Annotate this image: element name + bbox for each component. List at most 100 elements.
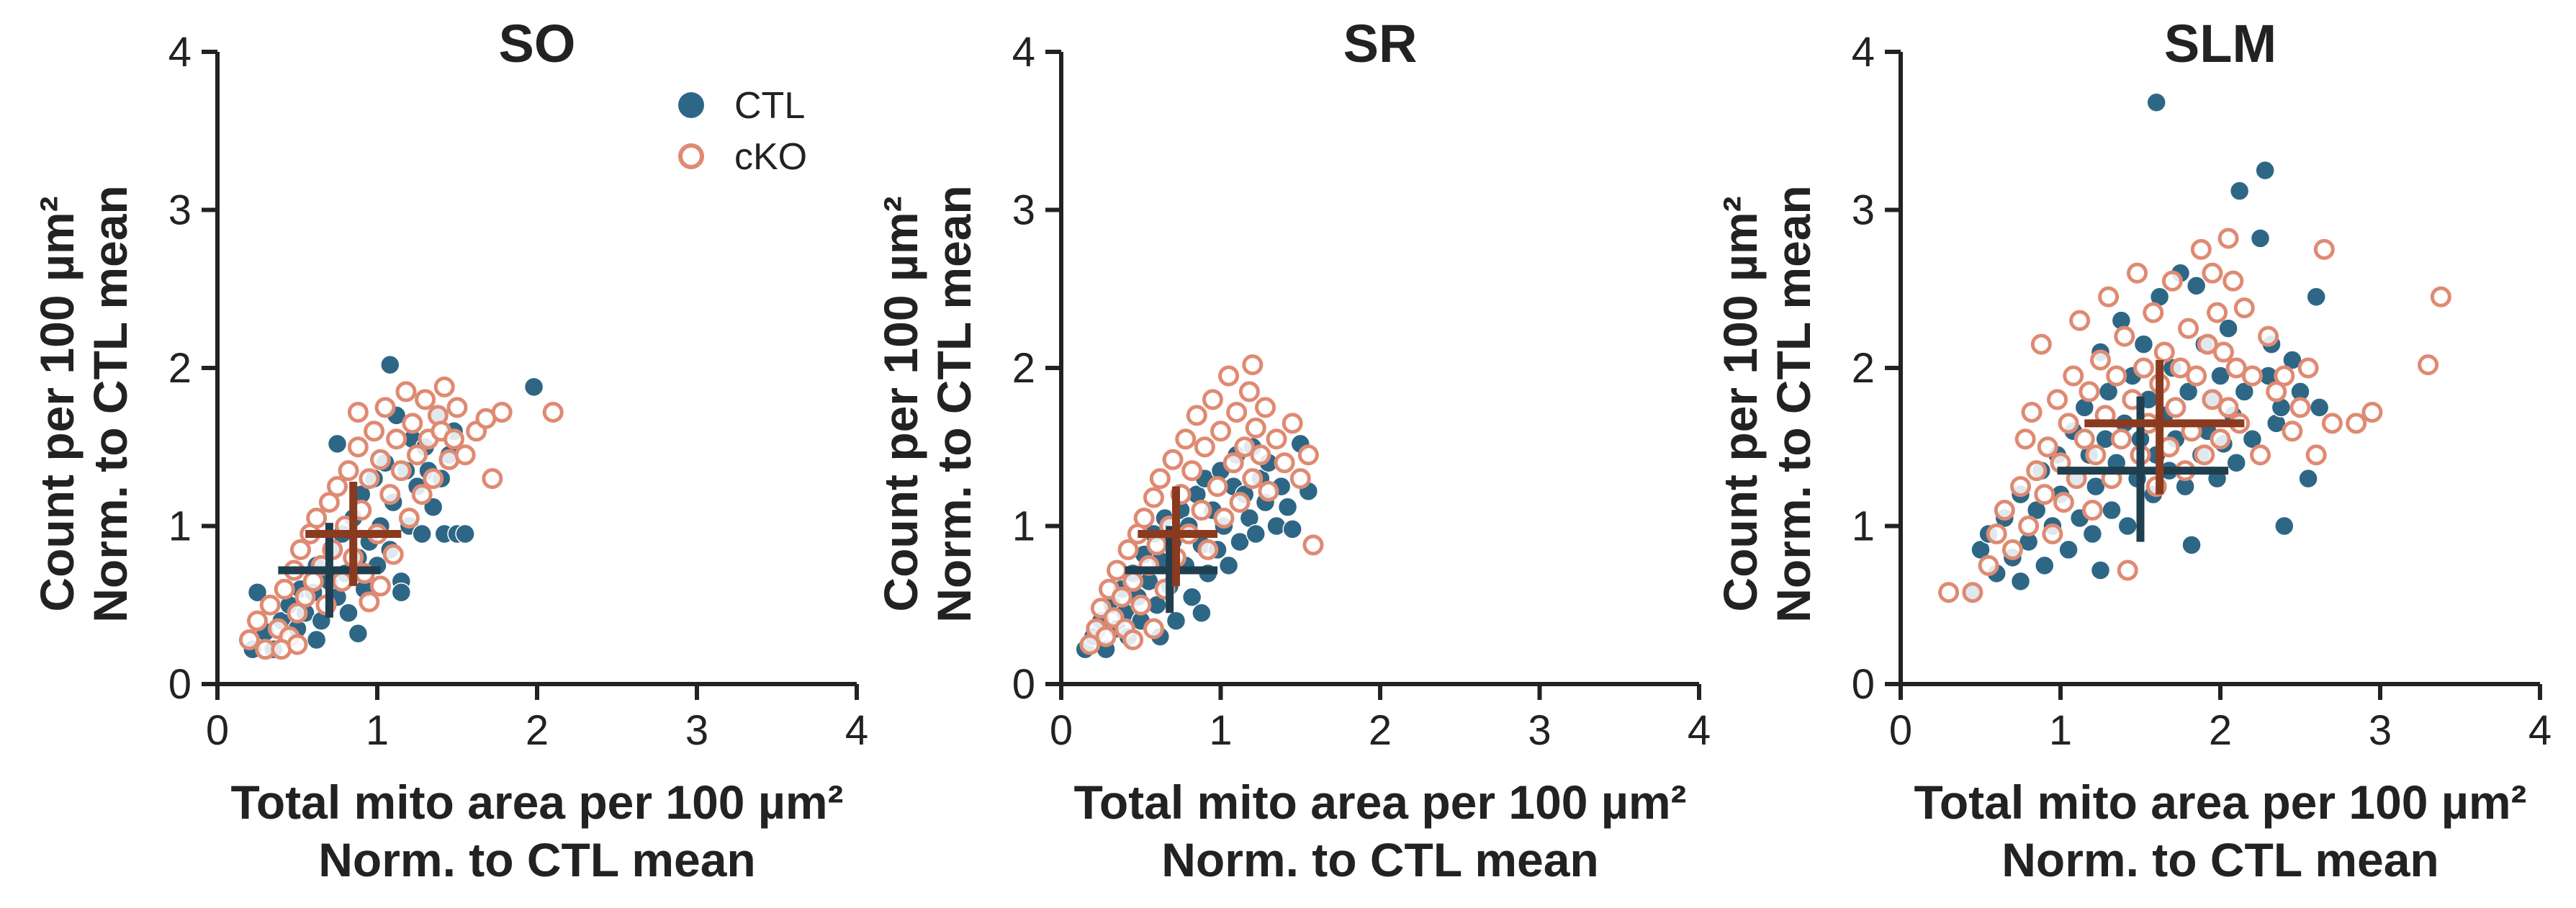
data-point-cko	[1210, 421, 1231, 442]
data-point-cko	[2030, 333, 2052, 355]
data-point-cko	[347, 401, 369, 423]
panel-slm: 0 1 2 3 4 0 1 2 3 4 SLM Total mito area per 100 µm²…	[1713, 14, 2552, 886]
legend-marker-cko	[678, 143, 704, 169]
y-axis-label-line2: Norm. to CTL mean	[1767, 185, 1820, 623]
data-point-ctl	[2229, 181, 2250, 201]
data-point-ctl	[2102, 500, 2122, 521]
data-point-cko	[433, 376, 455, 397]
data-point-cko	[1149, 468, 1171, 490]
data-point-cko	[407, 444, 428, 466]
data-point-cko	[2127, 262, 2148, 284]
data-point-cko	[1197, 539, 1219, 560]
data-point-cko	[1289, 468, 1311, 490]
data-point-cko	[2202, 262, 2223, 284]
data-point-cko	[1143, 618, 1164, 639]
data-point-ctl	[1230, 531, 1250, 552]
data-point-cko	[327, 476, 348, 498]
data-point-cko	[2079, 381, 2100, 403]
data-point-cko	[2106, 365, 2127, 387]
data-point-cko	[259, 594, 281, 616]
y-tick-label: 4	[168, 29, 192, 76]
data-point-cko	[1938, 582, 1960, 603]
data-point-cko	[395, 381, 417, 403]
data-point-cko	[2361, 401, 2383, 423]
data-point-cko	[1238, 381, 1260, 403]
data-point-ctl	[306, 629, 327, 650]
data-point-ctl	[2274, 516, 2294, 536]
data-point-cko	[1162, 449, 1184, 470]
data-point-cko	[2190, 238, 2212, 260]
data-point-ctl	[1166, 611, 1186, 631]
data-point-cko	[2153, 341, 2175, 363]
data-point-ctl	[247, 582, 268, 603]
x-tick-label: 4	[845, 707, 868, 754]
y-tick-label: 3	[1852, 187, 1875, 234]
data-point-cko	[2207, 302, 2228, 323]
data-point-ctl	[1266, 516, 1287, 536]
data-point-ctl	[2255, 160, 2275, 181]
data-point-cko	[2021, 401, 2043, 423]
x-tick-label: 1	[1209, 707, 1232, 754]
x-tick-label: 1	[2049, 707, 2072, 754]
y-axis-label-line2: Norm. to CTL mean	[927, 185, 981, 623]
data-point-cko	[2165, 397, 2187, 418]
data-point-cko	[542, 401, 564, 423]
data-point-ctl	[523, 377, 544, 397]
x-axis-label-line2: Norm. to CTL mean	[1161, 833, 1599, 886]
y-tick-label: 1	[1852, 503, 1875, 550]
x-tick-label: 4	[2528, 707, 2552, 754]
data-point-cko	[415, 389, 436, 410]
x-axis-label-line1: Total mito area per 100 µm²	[1914, 776, 2526, 829]
data-point-cko	[1218, 365, 1240, 387]
data-point-cko	[2250, 444, 2271, 466]
data-point-ctl	[2298, 468, 2318, 489]
y-tick-label: 0	[168, 661, 192, 708]
data-point-cko	[2194, 444, 2215, 466]
y-tick-label: 0	[1852, 661, 1875, 708]
x-tick-label: 1	[366, 707, 389, 754]
panel-title: SR	[1343, 14, 1418, 73]
data-point-cko	[2034, 484, 2055, 505]
data-point-cko	[1266, 428, 1287, 450]
data-point-cko	[2346, 413, 2367, 434]
data-point-cko	[2047, 389, 2068, 410]
panel-title: SO	[499, 14, 576, 73]
data-point-cko	[2313, 238, 2335, 260]
x-tick-label: 2	[1369, 707, 1392, 754]
data-point-ctl	[1181, 587, 1202, 608]
y-tick-label: 3	[1012, 187, 1035, 234]
data-point-cko	[1274, 452, 1295, 474]
series-ctl	[1963, 92, 2330, 603]
x-tick-label: 2	[526, 707, 549, 754]
data-point-cko	[2170, 357, 2191, 379]
data-point-cko	[2430, 286, 2451, 307]
data-point-cko	[1146, 534, 1168, 556]
data-point-cko	[1095, 626, 1117, 647]
data-point-cko	[2225, 357, 2247, 379]
data-point-cko	[1222, 452, 1244, 474]
data-point-cko	[2321, 413, 2343, 434]
data-point-cko	[1242, 354, 1264, 376]
data-point-cko	[2037, 436, 2058, 458]
y-axis-label-line1: Count per 100 µm²	[30, 196, 84, 611]
data-point-ctl	[348, 624, 369, 644]
data-point-cko	[1175, 428, 1197, 450]
y-tick-label: 2	[168, 345, 192, 392]
data-point-cko	[1194, 436, 1215, 458]
data-point-cko	[2217, 397, 2239, 418]
data-point-cko	[306, 508, 328, 529]
data-point-cko	[2073, 428, 2095, 450]
data-point-ctl	[2309, 397, 2330, 418]
data-point-cko	[1186, 405, 1207, 426]
data-point-cko	[2090, 349, 2111, 371]
y-axis-label-line1: Count per 100 µm²	[1713, 196, 1767, 611]
data-point-cko	[238, 629, 260, 651]
data-point-cko	[287, 602, 308, 624]
data-point-cko	[1978, 554, 1999, 576]
data-point-cko	[289, 539, 311, 560]
x-tick-label: 0	[1050, 707, 1073, 754]
data-point-cko	[2282, 421, 2303, 442]
data-point-cko	[369, 449, 391, 470]
data-point-cko	[2114, 325, 2135, 347]
